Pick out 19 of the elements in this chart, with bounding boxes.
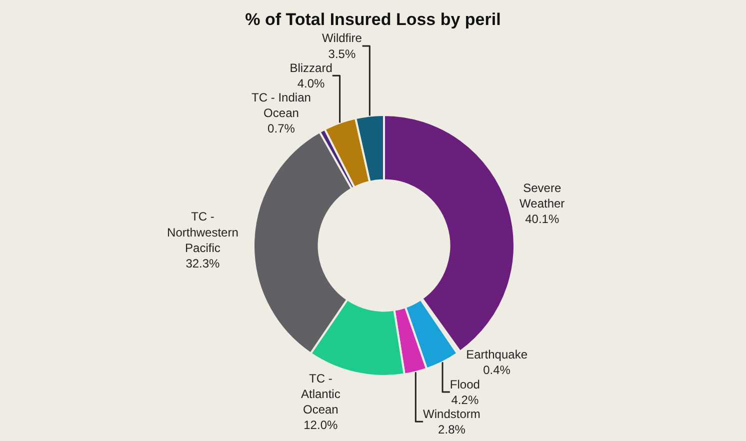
slice-label: Wildfire <box>322 31 362 46</box>
data-label: 0.4% <box>483 363 511 378</box>
data-label: 40.1% <box>525 212 560 226</box>
slice-label: Windstorm <box>423 406 480 421</box>
slice-label: TC - Northwestern Pacific <box>167 210 238 255</box>
data-label: 12.0% <box>304 418 338 432</box>
chart-title: % of Total Insured Loss by peril <box>245 10 501 30</box>
data-label: 2.8% <box>438 422 466 436</box>
slice-label: Earthquake <box>466 348 528 362</box>
slice-label: Blizzard <box>290 60 332 75</box>
data-label: 4.2% <box>451 392 479 407</box>
data-label: 4.0% <box>297 76 326 90</box>
data-label: 32.3% <box>186 256 220 271</box>
data-label: 3.5% <box>328 46 356 61</box>
slice-label: TC - Indian Ocean <box>252 90 311 120</box>
data-label: 0.7% <box>268 122 296 136</box>
slice-label: Severe Weather <box>520 180 565 210</box>
slice-label: TC - Atlantic Ocean <box>300 371 340 417</box>
slice-label: Flood <box>450 377 480 392</box>
